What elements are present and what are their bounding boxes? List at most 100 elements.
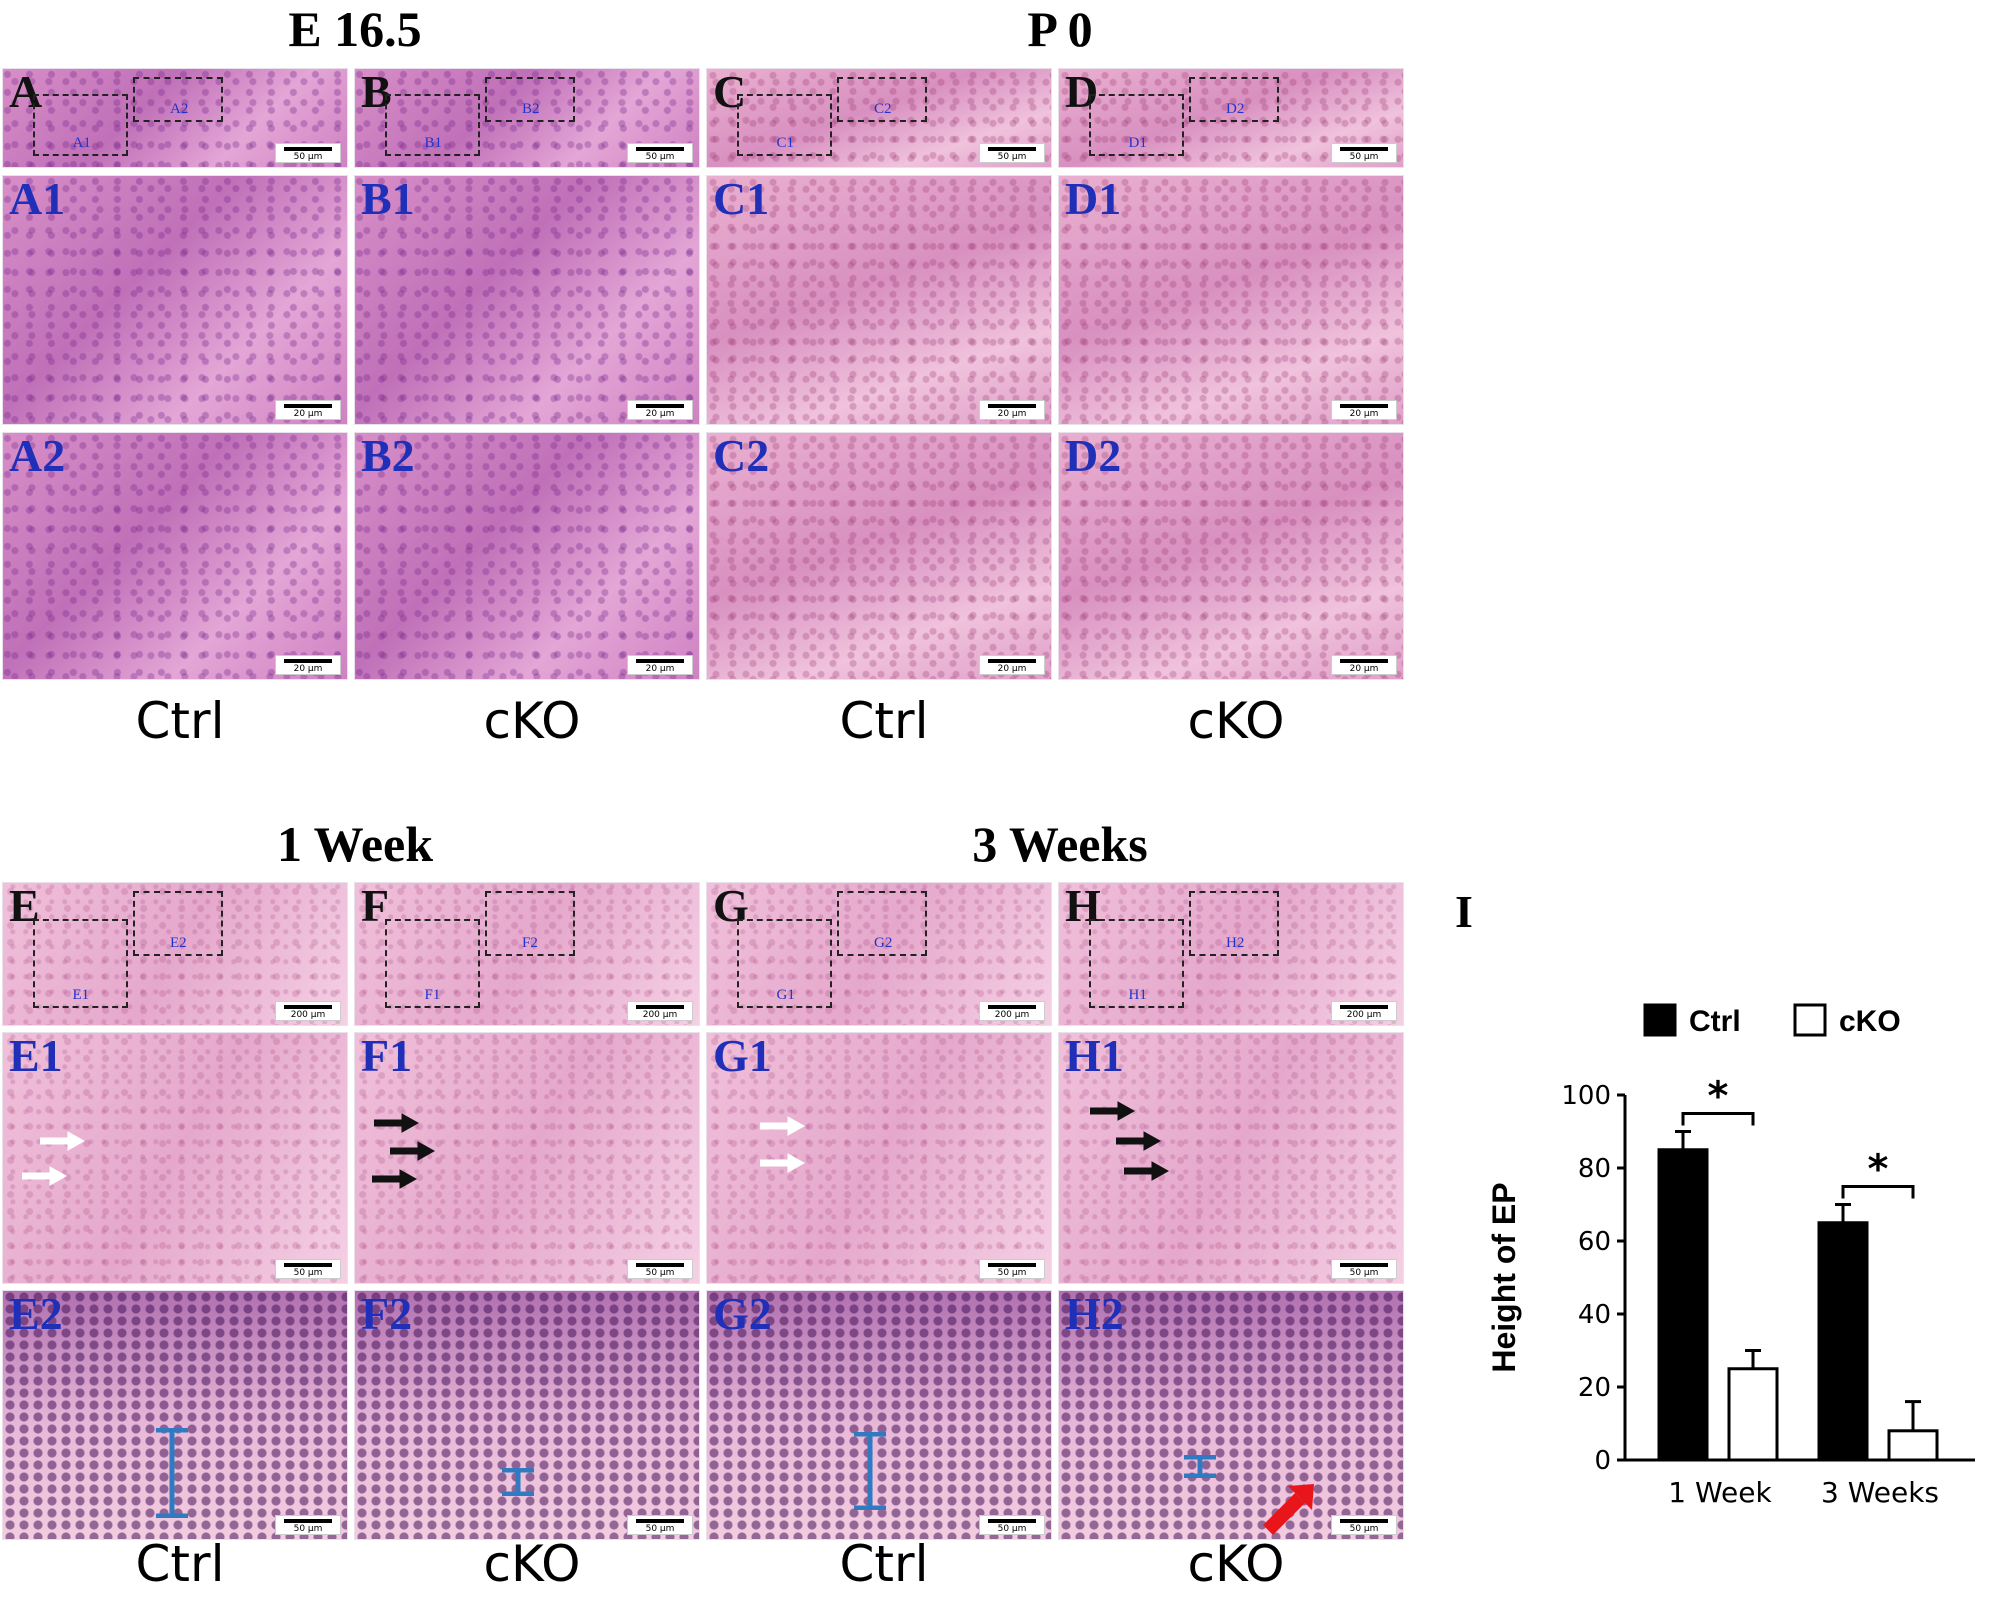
chart-svg: 0 20 40 60 80 100 Height of EP 1 Week * 3 Weeks * C…: [1486, 1003, 1975, 1509]
y-axis-label: Height of EP: [1486, 1182, 1522, 1372]
histology-panel-d: D D1 D2 50 µm: [1058, 68, 1404, 168]
roi-box-b2: B2: [485, 77, 575, 122]
scale-bar: 20 µm: [627, 400, 693, 420]
y-tick-label: 40: [1578, 1300, 1611, 1330]
scale-bar: 20 µm: [1331, 655, 1397, 675]
histology-panel-h: H H1 H2 200 µm: [1058, 882, 1404, 1026]
panel-letter: E2: [9, 1290, 63, 1339]
condition-label: cKO: [483, 1535, 581, 1593]
y-tick-label: 80: [1578, 1154, 1611, 1184]
scale-bar-label: 50 µm: [293, 152, 323, 162]
scale-bar-label: 50 µm: [293, 1268, 323, 1278]
bar-cko: [1887, 1429, 1939, 1462]
histology-panel-a2: A2 20 µm: [2, 432, 348, 680]
scale-bar: 50 µm: [275, 143, 341, 163]
histology-panel-b: B B1 B2 50 µm: [354, 68, 700, 168]
panel-letter: A1: [9, 175, 66, 224]
roi-box-d2: D2: [1189, 77, 1279, 122]
scale-bar-label: 20 µm: [293, 664, 323, 674]
roi-box-f2: F2: [485, 891, 575, 956]
x-tick-label: 3 Weeks: [1821, 1476, 1939, 1509]
chart-panel-letter: I: [1455, 886, 1473, 937]
panel-letter: H1: [1065, 1032, 1124, 1081]
condition-label: cKO: [1187, 1535, 1285, 1593]
scale-bar-label: 200 µm: [290, 1010, 326, 1020]
histology-panel-d1: D1 20 µm: [1058, 175, 1404, 425]
scale-bar: 50 µm: [1331, 143, 1397, 163]
roi-box-e1: E1: [33, 919, 128, 1009]
scale-bar: 200 µm: [1331, 1001, 1397, 1021]
y-tick-label: 20: [1578, 1373, 1611, 1403]
roi-box-f1: F1: [385, 919, 480, 1009]
scale-bar-label: 50 µm: [645, 1268, 675, 1278]
condition-label: Ctrl: [839, 1535, 929, 1593]
roi-label: G2: [874, 934, 893, 951]
roi-box-a1: A1: [33, 94, 128, 156]
legend-swatch-cko: [1793, 1003, 1827, 1037]
condition-label: cKO: [1187, 692, 1285, 750]
legend-label-ctrl: Ctrl: [1689, 1005, 1741, 1038]
scale-bar-label: 200 µm: [642, 1010, 678, 1020]
panel-letter: E1: [9, 1032, 63, 1081]
roi-box-h2: H2: [1189, 891, 1279, 956]
scale-bar: 20 µm: [275, 400, 341, 420]
scale-bar-label: 20 µm: [293, 409, 323, 419]
histology-panel-f: F F1 F2 200 µm: [354, 882, 700, 1026]
roi-label: H2: [1226, 934, 1245, 951]
histology-panel-c2: C2 20 µm: [706, 432, 1052, 680]
scale-bar: 50 µm: [627, 1515, 693, 1535]
panel-letter: H2: [1065, 1290, 1124, 1339]
roi-label: A1: [72, 135, 91, 151]
scale-bar-label: 200 µm: [994, 1010, 1030, 1020]
condition-label: cKO: [483, 692, 581, 750]
x-tick-label: 1 Week: [1668, 1476, 1772, 1509]
heading-3-weeks: 3 Weeks: [972, 816, 1148, 872]
histology-panel-g1: G1 50 µm: [706, 1032, 1052, 1284]
panel-letter: D1: [1065, 175, 1122, 224]
roi-box-b1: B1: [385, 94, 480, 156]
panel-letter: A: [9, 68, 43, 117]
histology-panel-h1: H1 50 µm: [1058, 1032, 1404, 1284]
scale-bar: 50 µm: [979, 1259, 1045, 1279]
scale-bar: 200 µm: [275, 1001, 341, 1021]
histology-panel-f2: F2 50 µm: [354, 1290, 700, 1540]
ep-height-chart: 0 20 40 60 80 100 Height of EP 1 Week * 3 Weeks * C…: [1475, 880, 1995, 1580]
histology-panel-c: C C1 C2 50 µm: [706, 68, 1052, 168]
scale-bar: 50 µm: [979, 143, 1045, 163]
scale-bar-label: 50 µm: [1349, 152, 1379, 162]
panel-letter: D2: [1065, 432, 1122, 481]
histology-panel-e2: E2 50 µm: [2, 1290, 348, 1540]
scale-bar: 50 µm: [275, 1259, 341, 1279]
roi-label: D2: [1226, 101, 1245, 117]
histology-panel-e: E E1 E2 200 µm: [2, 882, 348, 1026]
legend-swatch-ctrl: [1643, 1003, 1677, 1037]
panel-letter: G1: [713, 1032, 772, 1081]
scale-bar-label: 20 µm: [645, 664, 675, 674]
roi-box-a2: A2: [133, 77, 223, 122]
roi-label: F1: [424, 987, 441, 1004]
significance-bracket: [1681, 1112, 1755, 1126]
histology-panel-b2: B2 20 µm: [354, 432, 700, 680]
roi-box-d1: D1: [1089, 94, 1184, 156]
condition-label: Ctrl: [839, 692, 929, 750]
panel-letter: F: [361, 882, 390, 931]
scale-bar: 20 µm: [627, 655, 693, 675]
histology-panel-g: G G1 G2 200 µm: [706, 882, 1052, 1026]
scale-bar: 200 µm: [627, 1001, 693, 1021]
scale-bar: 50 µm: [1331, 1259, 1397, 1279]
panel-letter: B2: [361, 432, 415, 481]
y-tick-label: 60: [1578, 1227, 1611, 1257]
bar-ctrl: [1817, 1221, 1869, 1462]
scale-bar: 20 µm: [979, 400, 1045, 420]
scale-bar-label: 50 µm: [997, 152, 1027, 162]
scale-bar: 20 µm: [979, 655, 1045, 675]
histology-panel-a: A A1 A2 50 µm: [2, 68, 348, 168]
roi-label: E2: [170, 934, 187, 951]
roi-label: H1: [1128, 987, 1147, 1004]
scale-bar-label: 50 µm: [1349, 1268, 1379, 1278]
y-tick-label: 0: [1594, 1446, 1611, 1476]
scale-bar-label: 50 µm: [997, 1268, 1027, 1278]
histology-panel-g2: G2 50 µm: [706, 1290, 1052, 1540]
roi-label: G1: [776, 987, 795, 1004]
significance-marker: *: [1708, 1074, 1729, 1120]
